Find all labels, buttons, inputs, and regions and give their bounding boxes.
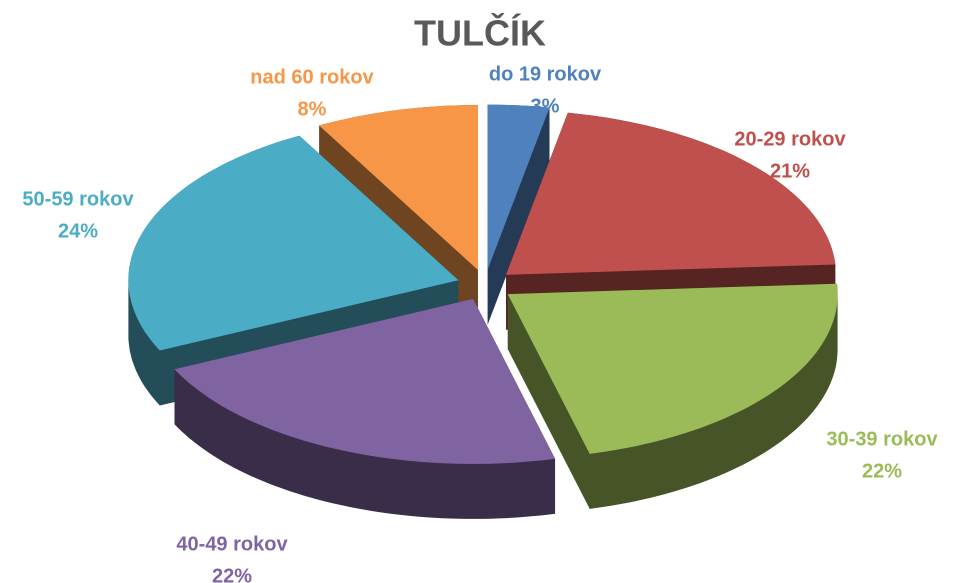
data-label-value: 22%: [862, 460, 902, 482]
data-label-name: nad 60 rokov: [250, 66, 374, 88]
slice: [506, 112, 836, 275]
slice: [487, 104, 550, 270]
data-labels: do 19 rokov 3% 20-29 rokov 21% 30-39 rokov 22…: [22, 63, 938, 583]
data-label-value: 3%: [531, 95, 560, 117]
data-label-name: 50-59 rokov: [22, 188, 134, 210]
slice: [319, 105, 478, 271]
data-label-name: 40-49 rokov: [176, 533, 288, 555]
chart-title: TULČÍK: [414, 12, 546, 54]
slice: [507, 283, 838, 454]
pie: [128, 104, 838, 519]
data-label-value: 21%: [770, 160, 810, 182]
data-label-value: 22%: [212, 565, 252, 583]
slice: [128, 135, 459, 351]
data-label-name: 30-39 rokov: [826, 428, 938, 450]
data-label-value: 24%: [58, 220, 98, 242]
slice: [174, 298, 556, 464]
data-label-name: 20-29 rokov: [734, 128, 846, 150]
data-label-value: 8%: [298, 98, 327, 120]
data-label-name: do 19 rokov: [489, 63, 602, 85]
